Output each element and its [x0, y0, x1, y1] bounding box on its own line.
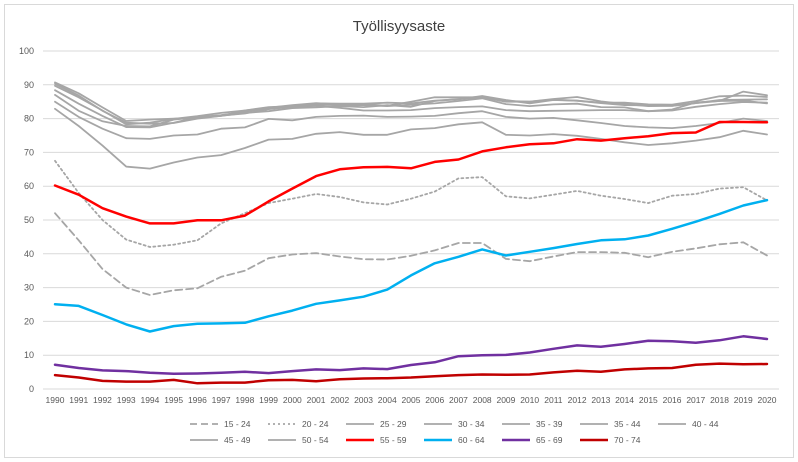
- chart-title: Työllisyysaste: [352, 18, 446, 35]
- series-line-15-24: [54, 212, 768, 296]
- legend-label: 60 - 64: [458, 435, 485, 445]
- y-tick-label: 0: [29, 384, 34, 394]
- x-tick-label: 1995: [164, 395, 183, 405]
- series-line-70-74: [53, 362, 769, 385]
- y-tick-label: 80: [24, 114, 34, 124]
- series-line-45-49: [54, 82, 768, 125]
- y-axis-tick-labels: 0 10 20 30 40 50 60 70 80 90 100: [19, 46, 34, 394]
- x-tick-label: 2004: [378, 395, 397, 405]
- x-axis-tick-labels: 1990 1991 1992 1993 1994 1995 1996 1997 1998 1999…: [46, 395, 777, 405]
- y-tick-label: 90: [24, 80, 34, 90]
- x-tick-label: 1997: [212, 395, 231, 405]
- x-tick-label: 2011: [544, 395, 563, 405]
- legend-label: 50 - 54: [302, 435, 329, 445]
- x-tick-label: 2009: [496, 395, 515, 405]
- x-tick-label: 2017: [686, 395, 705, 405]
- x-tick-label: 1999: [259, 395, 278, 405]
- legend-label: 65 - 69: [536, 435, 563, 445]
- series-lines: [53, 81, 769, 385]
- x-tick-label: 2006: [425, 395, 444, 405]
- x-tick-label: 2015: [639, 395, 658, 405]
- x-tick-label: 1990: [46, 395, 65, 405]
- y-tick-label: 10: [24, 350, 34, 360]
- y-tick-label: 50: [24, 215, 34, 225]
- legend-label: 35 - 39: [536, 419, 563, 429]
- x-tick-label: 2014: [615, 395, 634, 405]
- x-tick-label: 2001: [307, 395, 326, 405]
- legend-label: 70 - 74: [614, 435, 641, 445]
- y-tick-label: 70: [24, 147, 34, 157]
- x-tick-label: 2002: [330, 395, 349, 405]
- x-tick-label: 2010: [520, 395, 539, 405]
- x-tick-label: 2007: [449, 395, 468, 405]
- series-line-55-59: [53, 120, 769, 225]
- y-tick-label: 60: [24, 181, 34, 191]
- y-tick-label: 20: [24, 316, 34, 326]
- y-tick-label: 30: [24, 283, 34, 293]
- x-tick-label: 1998: [235, 395, 254, 405]
- x-tick-label: 1996: [188, 395, 207, 405]
- legend-label: 55 - 59: [380, 435, 407, 445]
- x-tick-label: 2013: [591, 395, 610, 405]
- series-line-30-34: [54, 100, 768, 140]
- x-tick-label: 2008: [473, 395, 492, 405]
- chart-frame: [4, 4, 794, 458]
- x-tick-label: 1992: [93, 395, 112, 405]
- series-line-65-69: [53, 335, 769, 376]
- x-tick-label: 2019: [734, 395, 753, 405]
- legend-label: 15 - 24: [224, 419, 251, 429]
- series-line-60-64: [53, 198, 769, 333]
- legend-label: 25 - 29: [380, 419, 407, 429]
- x-tick-label: 2020: [758, 395, 777, 405]
- legend-label: 40 - 44: [692, 419, 719, 429]
- legend-label: 35 - 44: [614, 419, 641, 429]
- series-line-50-54: [54, 81, 768, 122]
- legend-label: 45 - 49: [224, 435, 251, 445]
- series-line-35-44: [54, 89, 768, 129]
- x-tick-label: 2000: [283, 395, 302, 405]
- x-tick-label: 1991: [69, 395, 88, 405]
- legend: 15 - 24 20 - 24 25 - 29 30 - 34 35 - 39 35 - …: [190, 419, 719, 445]
- series-line-20-24: [54, 159, 768, 248]
- y-tick-label: 100: [19, 46, 34, 56]
- x-tick-label: 2005: [402, 395, 421, 405]
- series-line-25-29: [54, 107, 768, 170]
- x-tick-label: 2003: [354, 395, 373, 405]
- x-tick-label: 1993: [117, 395, 136, 405]
- legend-label: 20 - 24: [302, 419, 329, 429]
- y-tick-label: 40: [24, 249, 34, 259]
- legend-label: 30 - 34: [458, 419, 485, 429]
- x-tick-label: 2012: [568, 395, 587, 405]
- x-tick-label: 2016: [663, 395, 682, 405]
- x-tick-label: 2018: [710, 395, 729, 405]
- x-tick-label: 1994: [140, 395, 159, 405]
